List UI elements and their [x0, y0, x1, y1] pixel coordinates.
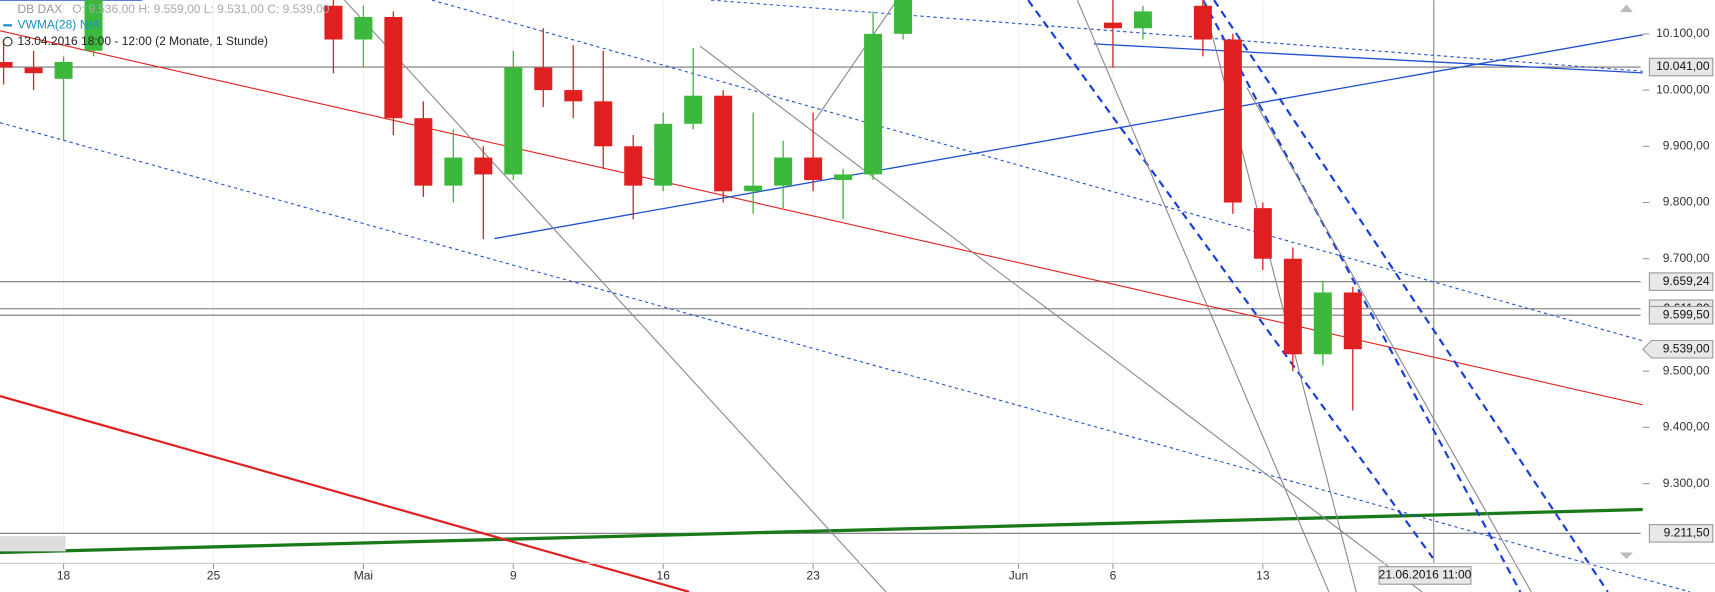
tool-buttons[interactable] — [0, 536, 66, 552]
candle-body — [444, 157, 463, 186]
x-tick-label: 6 — [1110, 569, 1117, 583]
trend-line — [1076, 0, 1330, 592]
candle-body — [654, 123, 673, 186]
candle-body — [1313, 292, 1332, 355]
indicator-value: N/A — [80, 17, 100, 31]
y-tick-label: 9.700,00 — [1663, 251, 1710, 265]
y-tick-label: 10.000,00 — [1656, 82, 1710, 96]
candle-body — [804, 157, 823, 181]
candle-body — [54, 61, 73, 79]
instrument: DB DAX — [18, 2, 63, 16]
price-level-label: 10.041,00 — [1656, 59, 1710, 73]
y-tick-label: 10.100,00 — [1656, 26, 1710, 40]
clock-icon — [2, 36, 13, 47]
crosshair-box — [1378, 566, 1472, 585]
price-level-box — [1648, 524, 1714, 543]
candles — [0, 0, 1362, 411]
y-tick-label: 9.800,00 — [1663, 195, 1710, 209]
candle-body — [1103, 22, 1122, 29]
price-level-label: 9.659,24 — [1663, 274, 1710, 288]
x-tick-label: Jun — [1009, 569, 1028, 583]
crosshair-label: 21.06.2016 11:00 — [1379, 568, 1472, 582]
x-tick-label: 23 — [806, 569, 820, 583]
trend-line — [1213, 0, 1609, 592]
trend-line — [1246, 87, 1532, 592]
candle-body — [684, 95, 703, 124]
candle-body — [384, 17, 403, 119]
candle-body — [504, 67, 523, 175]
trend-line — [431, 0, 1715, 362]
price-level-box — [1648, 305, 1714, 325]
candle-body — [84, 0, 103, 51]
candle-body — [624, 146, 643, 186]
candle-body — [0, 61, 13, 68]
candle-body — [1133, 11, 1152, 29]
x-tick-label: 13 — [1256, 569, 1270, 583]
trend-line — [1093, 43, 1715, 78]
trend-line — [494, 21, 1715, 240]
x-tick-label: 16 — [657, 569, 671, 583]
ohlc-legend: O: 9.536,00 H: 9.559,00 L: 9.531,00 C: 9… — [72, 2, 330, 16]
x-tick-label: 18 — [57, 569, 71, 583]
candle-body — [414, 118, 433, 186]
trend-line — [699, 45, 1423, 592]
range-label: 13.04.2016 18:00 - 12:00 (2 Monate, 1 St… — [18, 34, 269, 48]
price-levels — [0, 0, 1641, 564]
trend-line — [344, 0, 887, 592]
price-level-box — [1648, 272, 1714, 291]
candle-body — [564, 90, 583, 102]
x-tick-label: 25 — [207, 569, 221, 583]
candle-body — [864, 33, 883, 175]
candle-body — [1223, 39, 1242, 203]
x-tick-label: Mai — [354, 569, 373, 583]
candle-body — [1193, 5, 1212, 40]
y-tick-label: 9.900,00 — [1663, 138, 1710, 152]
y-tick-label: 9.500,00 — [1663, 363, 1710, 377]
candle-body — [354, 17, 373, 40]
axes: 18 25 Mai 9 16 23 Jun 6 13 9.300,00 9.400,00 9.500,… — [0, 26, 1715, 585]
price-level-label: 9.211,50 — [1664, 526, 1710, 540]
x-tick-label: 9 — [510, 569, 517, 583]
legend: DB DAX O: 9.536,00 H: 9.559,00 L: 9.531,… — [2, 2, 330, 48]
price-level-box — [1648, 57, 1714, 77]
current-price-marker — [1642, 339, 1714, 359]
candle-body — [744, 185, 763, 192]
candle-body — [834, 174, 853, 181]
trend-line — [0, 506, 1715, 555]
candle-body — [474, 157, 493, 175]
candle-body — [594, 101, 613, 147]
toolbar[interactable] — [0, 4, 1633, 560]
y-tick-label: 9.400,00 — [1663, 420, 1710, 434]
scroll-up[interactable] — [1619, 4, 1633, 13]
scroll-down[interactable] — [1619, 552, 1633, 560]
current-price-label: 9.539,00 — [1663, 341, 1710, 355]
candle-body — [894, 0, 913, 34]
candle-body — [1343, 292, 1362, 350]
candle-body — [1283, 258, 1302, 355]
candle-body — [1253, 208, 1272, 259]
indicator: VWMA(28) — [18, 17, 77, 31]
candle-body — [24, 67, 43, 74]
trend-line — [0, 30, 1715, 422]
candle-body — [324, 5, 343, 40]
candle-body — [534, 67, 553, 91]
trend-line — [1027, 0, 1434, 559]
legend-swatch — [3, 24, 13, 27]
trend-line — [814, 0, 898, 121]
price-level-label: 9.599,50 — [1663, 307, 1710, 321]
candle-body — [774, 157, 793, 186]
candle-body — [714, 95, 733, 192]
trend-line — [0, 395, 690, 592]
y-tick-label: 9.300,00 — [1663, 476, 1710, 490]
